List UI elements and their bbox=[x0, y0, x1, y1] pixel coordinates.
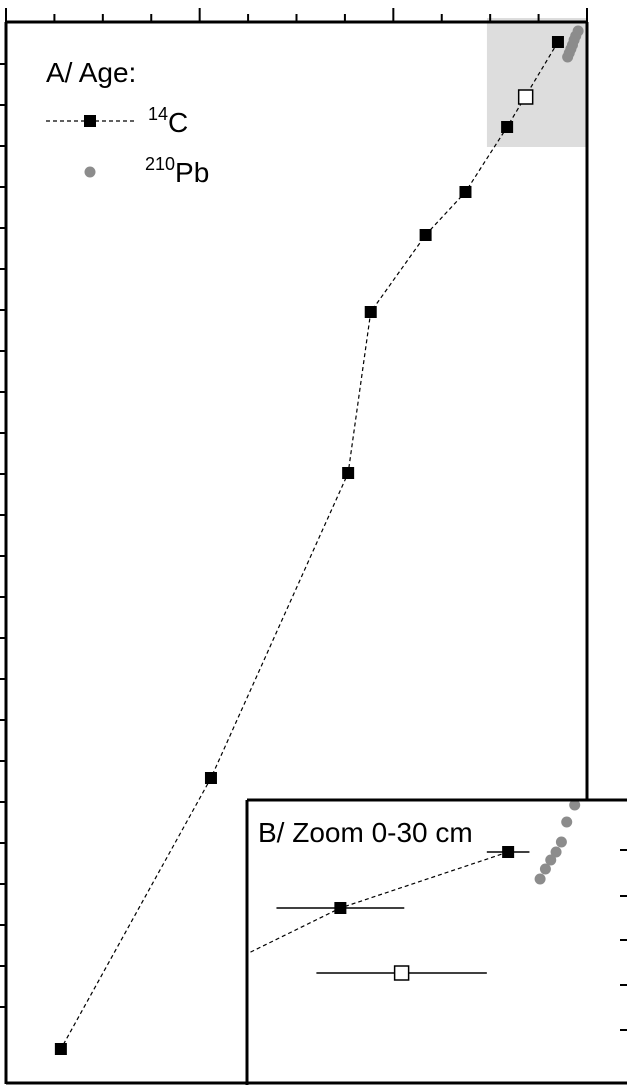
inset-14c-point bbox=[502, 846, 515, 858]
main-14c-point bbox=[419, 229, 432, 241]
legend-210pb-marker bbox=[84, 166, 96, 178]
main-14c-dashed-line bbox=[60, 41, 559, 1050]
zoom-inset-panel bbox=[65, 798, 627, 1085]
legend-14c-text: C bbox=[168, 107, 188, 138]
panel-b-label: B/ Zoom 0-30 cm bbox=[258, 817, 473, 848]
legend-14c-sup: 14 bbox=[148, 104, 168, 124]
legend-14c-marker bbox=[84, 115, 96, 127]
inset-14c-point bbox=[65, 1034, 77, 1046]
main-14c-excluded-point bbox=[517, 89, 534, 105]
legend-210pb-text: Pb bbox=[175, 157, 209, 188]
main-14c-point bbox=[54, 1043, 67, 1055]
legend-14c-label: 14C bbox=[148, 104, 188, 138]
legend-210pb-sup: 210 bbox=[145, 154, 175, 174]
inset-background bbox=[247, 800, 627, 1085]
frame-layer bbox=[0, 8, 627, 1085]
inset-14c-point bbox=[334, 902, 347, 914]
panel-a-label: A/ Age: bbox=[46, 57, 136, 88]
main-14c-point bbox=[459, 186, 472, 198]
legend: 14C 210Pb bbox=[46, 104, 209, 188]
inset-210pb-point bbox=[569, 800, 581, 811]
inset-210pb-point bbox=[545, 854, 557, 866]
inset-210pb-point bbox=[561, 816, 573, 828]
inset-210pb-point bbox=[539, 863, 551, 875]
main-14c-point bbox=[342, 467, 355, 479]
inset-210pb-point bbox=[550, 846, 562, 858]
labels-layer: A/ Age: B/ Zoom 0-30 cm 14C 210Pb bbox=[46, 57, 473, 848]
main-14c-point bbox=[551, 36, 564, 48]
main-14c-point bbox=[204, 772, 217, 784]
inset-210pb-point bbox=[555, 836, 567, 848]
main-14c-point bbox=[501, 121, 514, 133]
inset-plot-area bbox=[65, 800, 581, 1046]
main-panel bbox=[54, 25, 584, 1055]
inset-210pb-point bbox=[534, 873, 546, 885]
inset-14c-excluded-point bbox=[393, 965, 410, 981]
main-210pb-point bbox=[562, 51, 574, 63]
main-14c-point bbox=[364, 306, 377, 318]
legend-210pb-label: 210Pb bbox=[145, 154, 209, 188]
